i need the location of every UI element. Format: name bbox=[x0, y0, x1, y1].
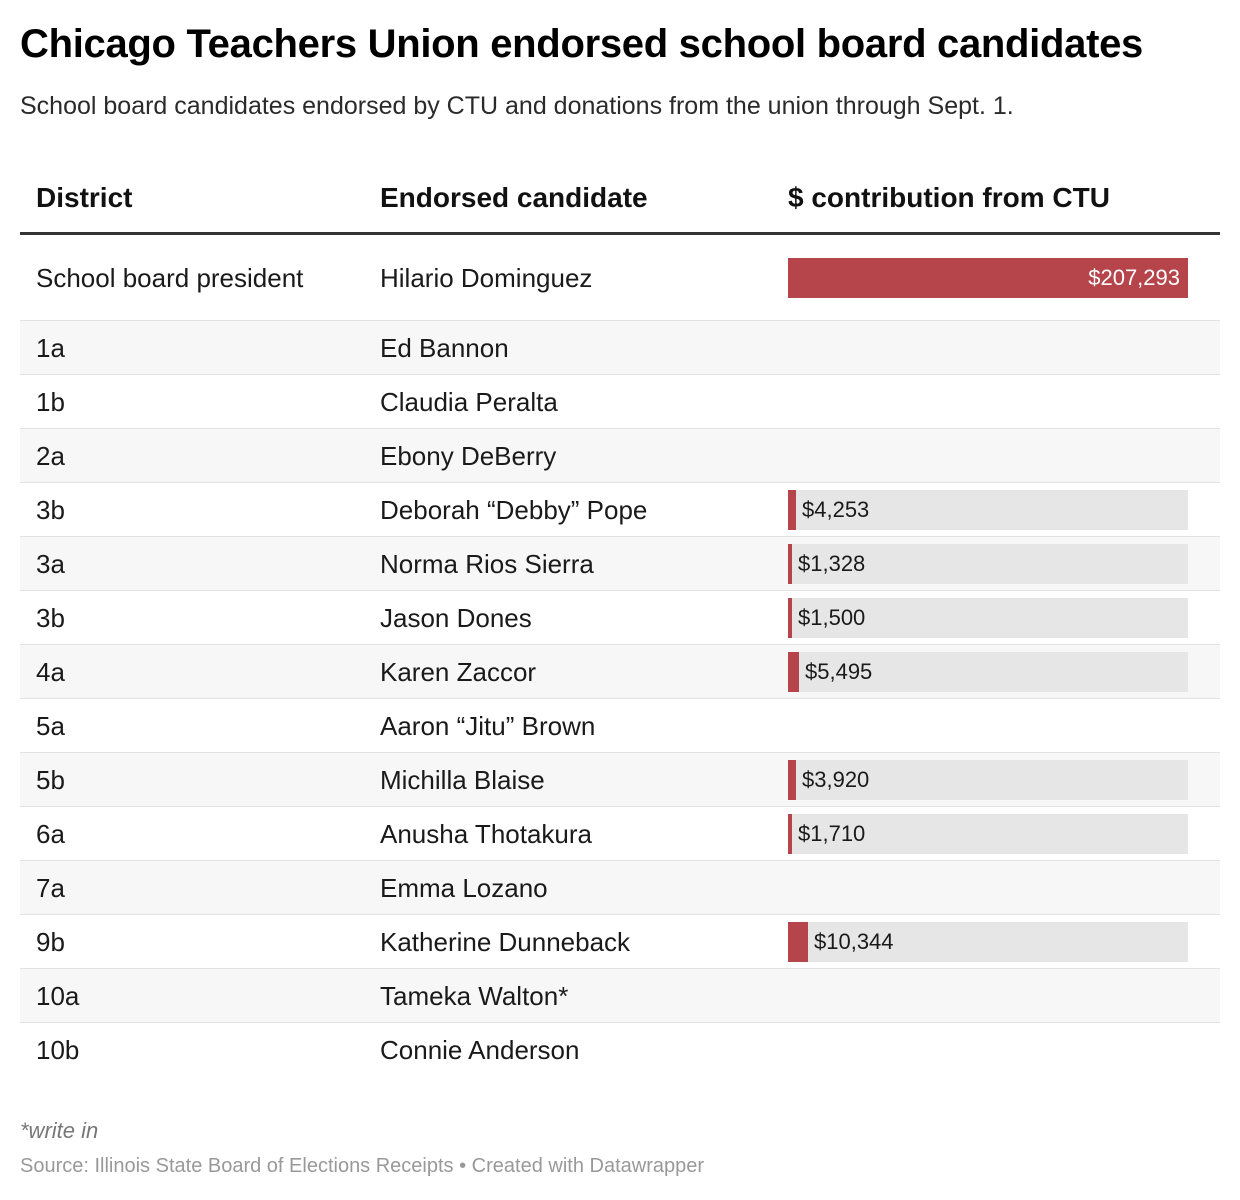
table-row: 5a Aaron “Jitu” Brown bbox=[20, 699, 1220, 753]
table-row: 6a Anusha Thotakura $1,710 bbox=[20, 807, 1220, 861]
candidate-cell: Ed Bannon bbox=[380, 332, 509, 363]
header-district: District bbox=[36, 181, 133, 213]
table-row: 1b Claudia Peralta bbox=[20, 375, 1220, 429]
contribution-bar bbox=[788, 257, 1188, 298]
contribution-label: $1,328 bbox=[798, 550, 866, 576]
contribution-bar-track: $10,344 bbox=[788, 921, 1188, 962]
candidate-cell: Emma Lozano bbox=[380, 872, 548, 903]
contribution-bar-track: $1,328 bbox=[788, 543, 1188, 584]
table-row: 7a Emma Lozano bbox=[20, 861, 1220, 915]
table-row: 1a Ed Bannon bbox=[20, 321, 1220, 375]
district-cell: 3b bbox=[36, 602, 65, 633]
district-cell: 4a bbox=[36, 656, 65, 687]
contribution-label: $4,253 bbox=[802, 496, 870, 522]
footnote: *write in bbox=[20, 1118, 99, 1143]
contribution-bar bbox=[788, 759, 796, 800]
contribution-bar bbox=[788, 921, 808, 962]
district-cell: 1b bbox=[36, 386, 65, 417]
district-cell: 3a bbox=[36, 548, 65, 579]
candidate-cell: Connie Anderson bbox=[380, 1035, 580, 1065]
contribution-label: $1,500 bbox=[798, 604, 866, 630]
table-header: District Endorsed candidate $ contributi… bbox=[20, 163, 1220, 235]
contribution-bar bbox=[788, 543, 792, 584]
source-line: Source: Illinois State Board of Election… bbox=[20, 1155, 705, 1177]
contribution-bar bbox=[788, 651, 799, 692]
table-row: 3b Deborah “Debby” Pope $4,253 bbox=[20, 483, 1220, 537]
contribution-bar-track: $1,500 bbox=[788, 597, 1188, 638]
candidate-cell: Aaron “Jitu” Brown bbox=[380, 710, 596, 741]
contribution-bar-track: $3,920 bbox=[788, 759, 1188, 800]
district-cell: 6a bbox=[36, 818, 65, 849]
table-row: 5b Michilla Blaise $3,920 bbox=[20, 753, 1220, 807]
candidate-cell: Jason Dones bbox=[380, 602, 532, 633]
table-row: 2a Ebony DeBerry bbox=[20, 429, 1220, 483]
chart-title: Chicago Teachers Union endorsed school b… bbox=[20, 22, 1143, 66]
district-cell: 5b bbox=[36, 764, 65, 795]
contribution-bar-track: $4,253 bbox=[788, 489, 1188, 530]
district-cell: 2a bbox=[36, 440, 65, 471]
contribution-label: $3,920 bbox=[802, 766, 870, 792]
candidate-cell: Michilla Blaise bbox=[380, 764, 545, 795]
candidate-cell: Anusha Thotakura bbox=[380, 818, 592, 849]
candidate-cell: Norma Rios Sierra bbox=[380, 548, 594, 579]
contribution-label: $1,710 bbox=[798, 820, 866, 846]
contribution-bar bbox=[788, 813, 792, 854]
table-row: 4a Karen Zaccor $5,495 bbox=[20, 645, 1220, 699]
district-cell: 5a bbox=[36, 710, 65, 741]
table-row: 3a Norma Rios Sierra $1,328 bbox=[20, 537, 1220, 591]
candidate-cell: Deborah “Debby” Pope bbox=[380, 494, 648, 525]
contribution-label: $10,344 bbox=[814, 928, 894, 954]
district-cell: 9b bbox=[36, 926, 65, 957]
district-cell: School board president bbox=[36, 262, 304, 293]
candidate-cell: Ebony DeBerry bbox=[380, 440, 557, 471]
table-row: School board president Hilario Dominguez $… bbox=[20, 235, 1220, 321]
district-cell: 10b bbox=[36, 1035, 80, 1065]
district-cell: 1a bbox=[36, 332, 65, 363]
candidate-cell: Tameka Walton* bbox=[380, 980, 569, 1011]
contribution-bar-track: $207,293 bbox=[788, 257, 1188, 298]
table-row: 10b Connie Anderson bbox=[20, 1023, 1220, 1077]
candidate-cell: Katherine Dunneback bbox=[380, 926, 631, 957]
header-contribution: $ contribution from CTU bbox=[788, 181, 1110, 213]
table-row: 10a Tameka Walton* bbox=[20, 969, 1220, 1023]
contribution-bar-track: $1,710 bbox=[788, 813, 1188, 854]
contribution-bar bbox=[788, 489, 796, 530]
contribution-label: $5,495 bbox=[805, 658, 873, 684]
header-candidate: Endorsed candidate bbox=[380, 181, 648, 213]
district-cell: 10a bbox=[36, 980, 80, 1011]
district-cell: 3b bbox=[36, 494, 65, 525]
table-row: 3b Jason Dones $1,500 bbox=[20, 591, 1220, 645]
candidate-cell: Karen Zaccor bbox=[380, 656, 537, 687]
candidate-cell: Hilario Dominguez bbox=[380, 262, 593, 293]
candidate-cell: Claudia Peralta bbox=[380, 386, 558, 417]
endorsement-table: District Endorsed candidate $ contributi… bbox=[20, 163, 1220, 1077]
table-row: 9b Katherine Dunneback $10,344 bbox=[20, 915, 1220, 969]
district-cell: 7a bbox=[36, 872, 65, 903]
contribution-label: $207,293 bbox=[1088, 264, 1180, 290]
table-body: School board president Hilario Dominguez $… bbox=[20, 235, 1220, 1077]
chart-subtitle: School board candidates endorsed by CTU … bbox=[20, 92, 1014, 120]
contribution-bar-track: $5,495 bbox=[788, 651, 1188, 692]
contribution-bar bbox=[788, 597, 792, 638]
